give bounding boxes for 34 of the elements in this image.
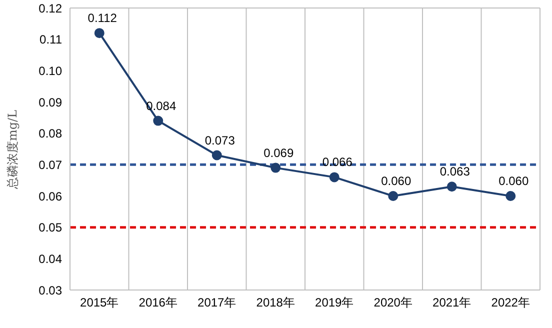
data-label: 0.060 [498,174,529,188]
point [94,28,104,38]
data-label: 0.112 [88,11,118,26]
data-label: 0.073 [204,133,236,148]
y-tick-label: 0.11 [40,32,62,47]
x-tick-label: 2015年 [80,296,119,310]
point [446,182,457,192]
y-tick-label: 0.07 [38,158,62,172]
y-tick-label: 0.08 [38,126,62,141]
data-label: 0.069 [264,146,294,160]
data-label: 0.060 [381,174,412,188]
x-tick-label: 2020年 [374,296,412,310]
point [329,172,340,182]
point [153,116,164,126]
x-tick-label: 2021年 [432,296,472,310]
x-tick-label: 2019年 [315,296,354,310]
point [506,191,516,201]
y-axis-title: 总磷浓度mg/L [5,110,20,190]
point [212,150,222,160]
y-tick-label: 0.05 [38,220,62,235]
data-label: 0.066 [322,155,353,170]
x-tick-label: 2016年 [138,296,178,310]
data-label: 0.063 [440,164,470,179]
x-tick-label: 2017年 [198,296,236,310]
x-tick-label: 2022年 [491,296,530,310]
y-tick-label: 0.06 [38,189,62,204]
x-tick-label: 2018年 [256,296,295,310]
point [388,191,398,201]
point [270,162,281,173]
y-tick-label: 0.10 [38,64,62,78]
y-tick-label: 0.12 [38,1,62,16]
y-tick-label: 0.09 [38,95,62,110]
y-tick-label: 0.03 [38,283,62,298]
y-tick-label: 0.04 [38,252,62,266]
